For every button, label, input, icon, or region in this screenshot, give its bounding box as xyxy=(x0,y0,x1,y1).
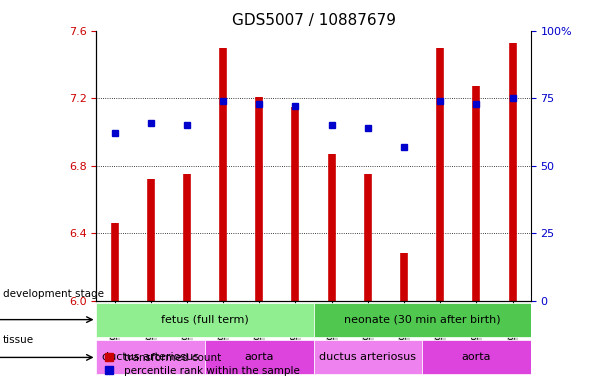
FancyBboxPatch shape xyxy=(314,340,422,374)
Legend: transformed count, percentile rank within the sample: transformed count, percentile rank withi… xyxy=(102,349,303,379)
Text: neonate (30 min after birth): neonate (30 min after birth) xyxy=(344,314,500,324)
Text: fetus (full term): fetus (full term) xyxy=(161,314,249,324)
FancyBboxPatch shape xyxy=(422,340,531,374)
Text: aorta: aorta xyxy=(462,353,491,362)
FancyBboxPatch shape xyxy=(314,303,531,337)
Text: ductus arteriosus: ductus arteriosus xyxy=(103,353,199,362)
Text: development stage: development stage xyxy=(3,289,104,299)
FancyBboxPatch shape xyxy=(96,303,314,337)
Text: ductus arteriosus: ductus arteriosus xyxy=(320,353,416,362)
Text: tissue: tissue xyxy=(3,335,34,345)
Title: GDS5007 / 10887679: GDS5007 / 10887679 xyxy=(232,13,396,28)
FancyBboxPatch shape xyxy=(96,340,205,374)
Text: aorta: aorta xyxy=(245,353,274,362)
FancyBboxPatch shape xyxy=(205,340,314,374)
